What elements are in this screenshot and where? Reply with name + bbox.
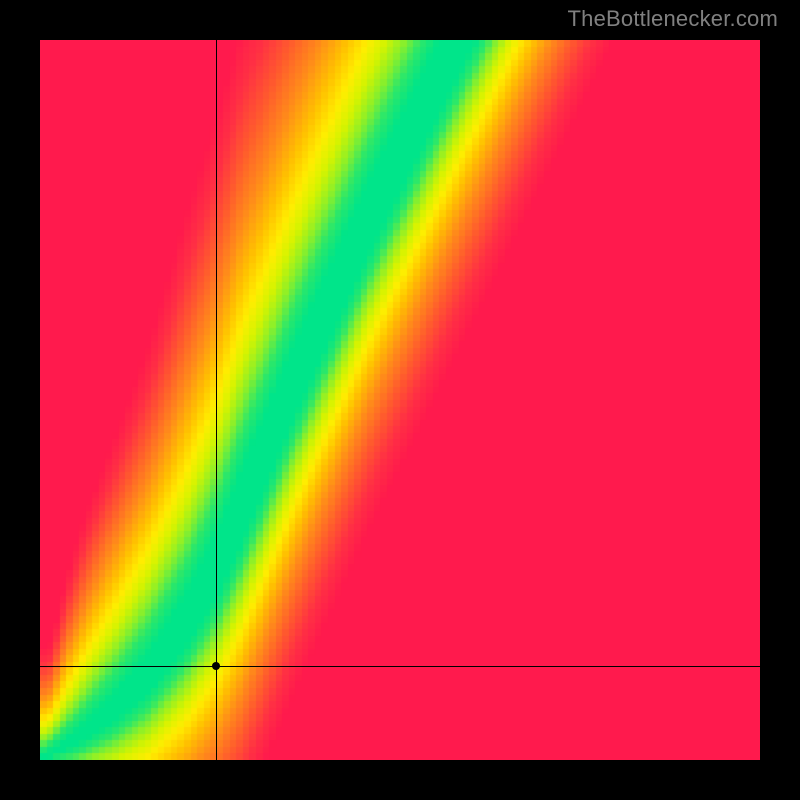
bottleneck-heatmap <box>40 40 760 760</box>
crosshair-marker <box>212 662 220 670</box>
crosshair-horizontal-line <box>40 666 760 667</box>
root-container: { "canvas": { "width_px": 800, "height_p… <box>0 0 800 800</box>
watermark-text: TheBottlenecker.com <box>568 6 778 32</box>
crosshair-vertical-line <box>216 40 217 760</box>
